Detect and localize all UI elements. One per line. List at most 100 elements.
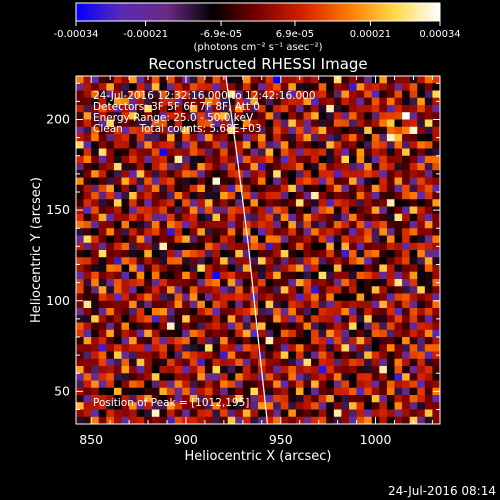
- heatmap-pixel: [280, 286, 289, 294]
- heatmap-pixel: [83, 380, 92, 389]
- heatmap-pixel: [295, 184, 304, 193]
- heatmap-pixel: [311, 242, 320, 251]
- heatmap-pixel: [417, 308, 426, 316]
- heatmap-pixel: [265, 271, 274, 280]
- heatmap-pixel: [212, 141, 221, 149]
- heatmap-pixel: [386, 192, 395, 200]
- heatmap-pixel: [76, 300, 84, 309]
- heatmap-pixel: [136, 213, 145, 222]
- heatmap-pixel: [121, 257, 130, 265]
- heatmap-pixel: [197, 134, 206, 142]
- heatmap-pixel: [311, 155, 320, 164]
- heatmap-pixel: [182, 358, 191, 367]
- heatmap-pixel: [318, 192, 327, 200]
- heatmap-pixel: [295, 163, 304, 171]
- heatmap-pixel: [432, 257, 441, 265]
- heatmap-pixel: [402, 199, 411, 207]
- heatmap-pixel: [113, 105, 122, 113]
- heatmap-pixel: [144, 300, 153, 309]
- heatmap-pixel: [220, 380, 229, 389]
- heatmap-pixel: [303, 293, 312, 302]
- heatmap-pixel: [182, 134, 191, 142]
- heatmap-pixel: [417, 264, 426, 273]
- heatmap-pixel: [151, 257, 160, 265]
- heatmap-pixel: [424, 257, 433, 265]
- heatmap-pixel: [341, 221, 350, 229]
- y-tick-label: 200: [46, 112, 70, 127]
- heatmap-pixel: [318, 228, 327, 236]
- heatmap-pixel: [91, 76, 100, 84]
- heatmap-pixel: [417, 184, 426, 193]
- heatmap-pixel: [144, 279, 153, 287]
- heatmap-pixel: [204, 235, 213, 244]
- heatmap-pixel: [417, 358, 426, 367]
- heatmap-pixel: [136, 344, 145, 352]
- heatmap-pixel: [250, 199, 259, 207]
- heatmap-pixel: [235, 344, 244, 352]
- heatmap-pixel: [174, 177, 183, 186]
- heatmap-pixel: [113, 141, 122, 149]
- heatmap-pixel: [379, 264, 388, 273]
- heatmap-pixel: [98, 105, 107, 113]
- heatmap-pixel: [167, 192, 175, 200]
- heatmap-pixel: [349, 373, 357, 381]
- heatmap-pixel: [220, 105, 229, 113]
- heatmap-pixel: [371, 300, 380, 309]
- heatmap-pixel: [250, 279, 259, 287]
- heatmap-pixel: [242, 358, 251, 367]
- heatmap-pixel: [151, 228, 160, 236]
- heatmap-pixel: [258, 250, 266, 258]
- heatmap-pixel: [144, 293, 153, 302]
- heatmap-pixel: [333, 206, 342, 215]
- heatmap-pixel: [349, 105, 357, 113]
- heatmap-pixel: [136, 76, 145, 84]
- heatmap-pixel: [220, 83, 229, 91]
- heatmap-pixel: [242, 235, 251, 244]
- heatmap-pixel: [204, 271, 213, 280]
- heatmap-pixel: [159, 83, 168, 91]
- heatmap-pixel: [371, 329, 380, 338]
- heatmap-pixel: [235, 192, 244, 200]
- heatmap-pixel: [212, 105, 221, 113]
- heatmap-pixel: [394, 112, 403, 120]
- heatmap-pixel: [386, 337, 395, 345]
- heatmap-pixel: [121, 235, 130, 244]
- heatmap-pixel: [265, 126, 274, 135]
- heatmap-pixel: [136, 373, 145, 381]
- heatmap-pixel: [189, 242, 198, 251]
- heatmap-pixel: [144, 192, 153, 200]
- heatmap-pixel: [432, 337, 441, 345]
- heatmap-pixel: [242, 329, 251, 338]
- heatmap-pixel: [409, 250, 418, 258]
- heatmap-pixel: [98, 221, 107, 229]
- heatmap-pixel: [288, 177, 297, 186]
- heatmap-pixel: [242, 134, 251, 142]
- heatmap-pixel: [379, 329, 388, 338]
- heatmap-pixel: [242, 395, 251, 403]
- heatmap-pixel: [113, 329, 122, 338]
- heatmap-pixel: [432, 141, 441, 149]
- heatmap-pixel: [409, 402, 418, 410]
- heatmap-pixel: [379, 177, 388, 186]
- heatmap-pixel: [386, 315, 395, 323]
- heatmap-pixel: [136, 112, 145, 120]
- heatmap-pixel: [159, 199, 168, 207]
- heatmap-pixel: [250, 315, 259, 323]
- heatmap-pixel: [91, 322, 100, 331]
- heatmap-pixel: [189, 170, 198, 178]
- heatmap-pixel: [371, 279, 380, 287]
- heatmap-pixel: [371, 184, 380, 193]
- heatmap-pixel: [204, 315, 213, 323]
- heatmap-pixel: [394, 358, 403, 367]
- heatmap-pixel: [204, 119, 213, 128]
- heatmap-pixel: [341, 279, 350, 287]
- heatmap-pixel: [227, 387, 236, 396]
- heatmap-pixel: [189, 192, 198, 200]
- heatmap-pixel: [151, 395, 160, 403]
- heatmap-pixel: [424, 148, 433, 157]
- heatmap-pixel: [106, 192, 115, 200]
- heatmap-pixel: [113, 337, 122, 345]
- heatmap-pixel: [364, 155, 373, 164]
- heatmap-pixel: [258, 351, 266, 360]
- heatmap-pixel: [356, 250, 365, 258]
